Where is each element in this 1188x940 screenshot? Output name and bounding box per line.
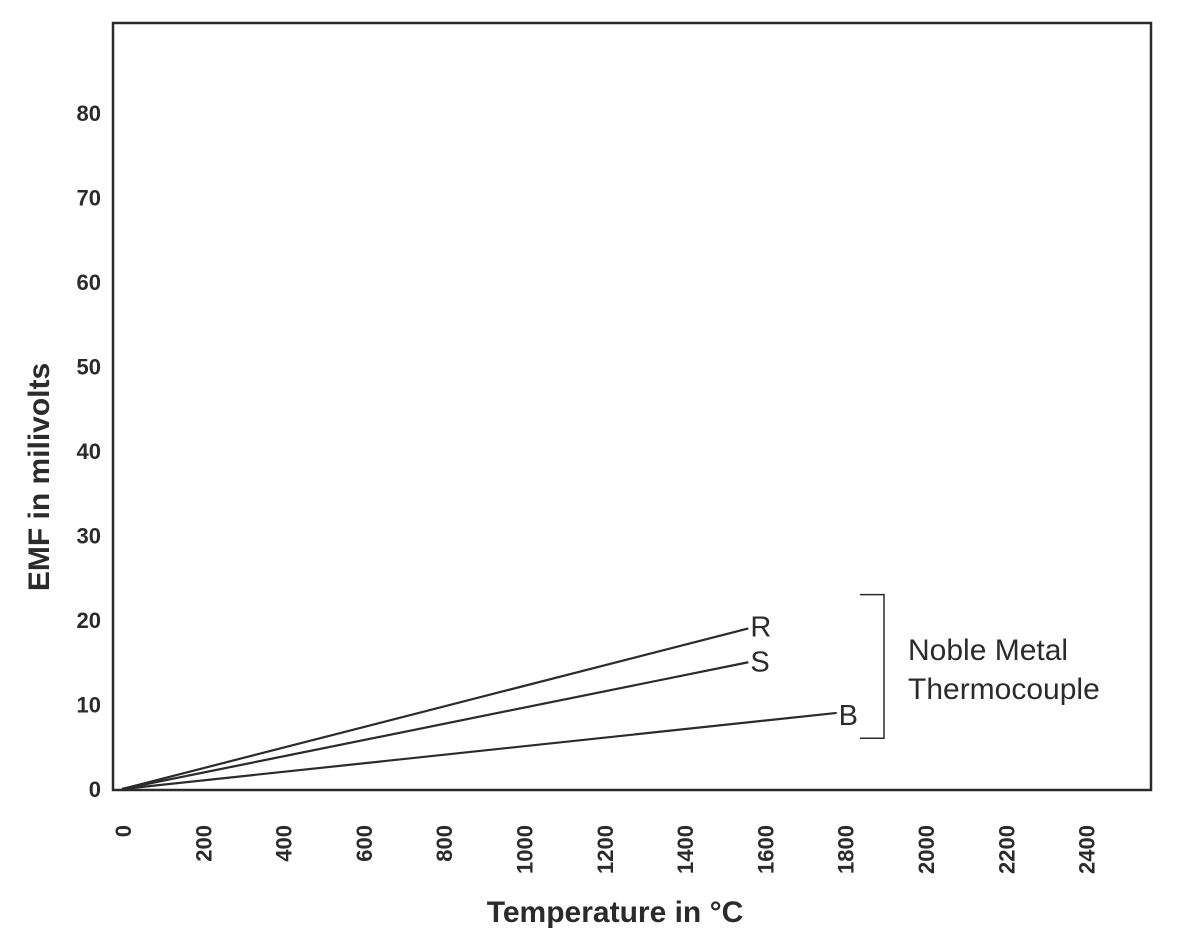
y-tick-label-60: 60 bbox=[77, 270, 101, 295]
y-tick-label-70: 70 bbox=[77, 186, 101, 211]
noble-metal-label-line-2: Thermocouple bbox=[908, 673, 1100, 706]
series-label-B: B bbox=[839, 700, 858, 732]
series-label-R: R bbox=[750, 611, 771, 643]
noble-metal-bracket bbox=[860, 593, 885, 740]
x-tick-label-1200: 1200 bbox=[593, 825, 618, 874]
series-line-B bbox=[121, 711, 837, 791]
y-tick-label-10: 10 bbox=[77, 693, 101, 718]
x-tick-label-200: 200 bbox=[191, 825, 216, 862]
y-tick-label-0: 0 bbox=[89, 777, 101, 802]
x-tick-label-1600: 1600 bbox=[753, 825, 778, 874]
x-tick-label-1800: 1800 bbox=[834, 825, 859, 874]
y-axis-title: EMF in milivolts bbox=[23, 363, 56, 591]
x-tick-label-2000: 2000 bbox=[914, 825, 939, 874]
y-tick-label-30: 30 bbox=[77, 524, 101, 549]
y-tick-label-80: 80 bbox=[77, 101, 101, 126]
noble-metal-label-line-1: Noble Metal bbox=[908, 634, 1068, 667]
x-tick-label-600: 600 bbox=[352, 825, 377, 862]
y-tick-labels: 0 10 20 30 40 50 60 70 80 bbox=[77, 101, 101, 802]
y-tick-label-20: 20 bbox=[77, 608, 101, 633]
series-labels: RS B bbox=[750, 611, 858, 732]
series-label-S: S bbox=[750, 646, 769, 678]
y-tick-label-40: 40 bbox=[77, 439, 101, 464]
x-tick-label-1000: 1000 bbox=[513, 825, 538, 874]
x-tick-labels: 0 200 400 600 800 1000 1200 1400 1600 1800 2000 220… bbox=[111, 825, 1100, 874]
x-tick-label-2200: 2200 bbox=[994, 825, 1019, 874]
series-line-S bbox=[121, 661, 749, 791]
y-tick-label-50: 50 bbox=[77, 355, 101, 380]
x-axis-title: Temperature in °C bbox=[487, 896, 744, 929]
series-line-R bbox=[121, 627, 749, 791]
x-tick-label-800: 800 bbox=[432, 825, 457, 862]
series-lines bbox=[121, 627, 837, 791]
plot-frame bbox=[111, 21, 1153, 792]
x-tick-label-400: 400 bbox=[272, 825, 297, 862]
x-tick-label-1400: 1400 bbox=[673, 825, 698, 874]
x-tick-label-0: 0 bbox=[111, 825, 136, 837]
x-tick-label-2400: 2400 bbox=[1075, 825, 1100, 874]
